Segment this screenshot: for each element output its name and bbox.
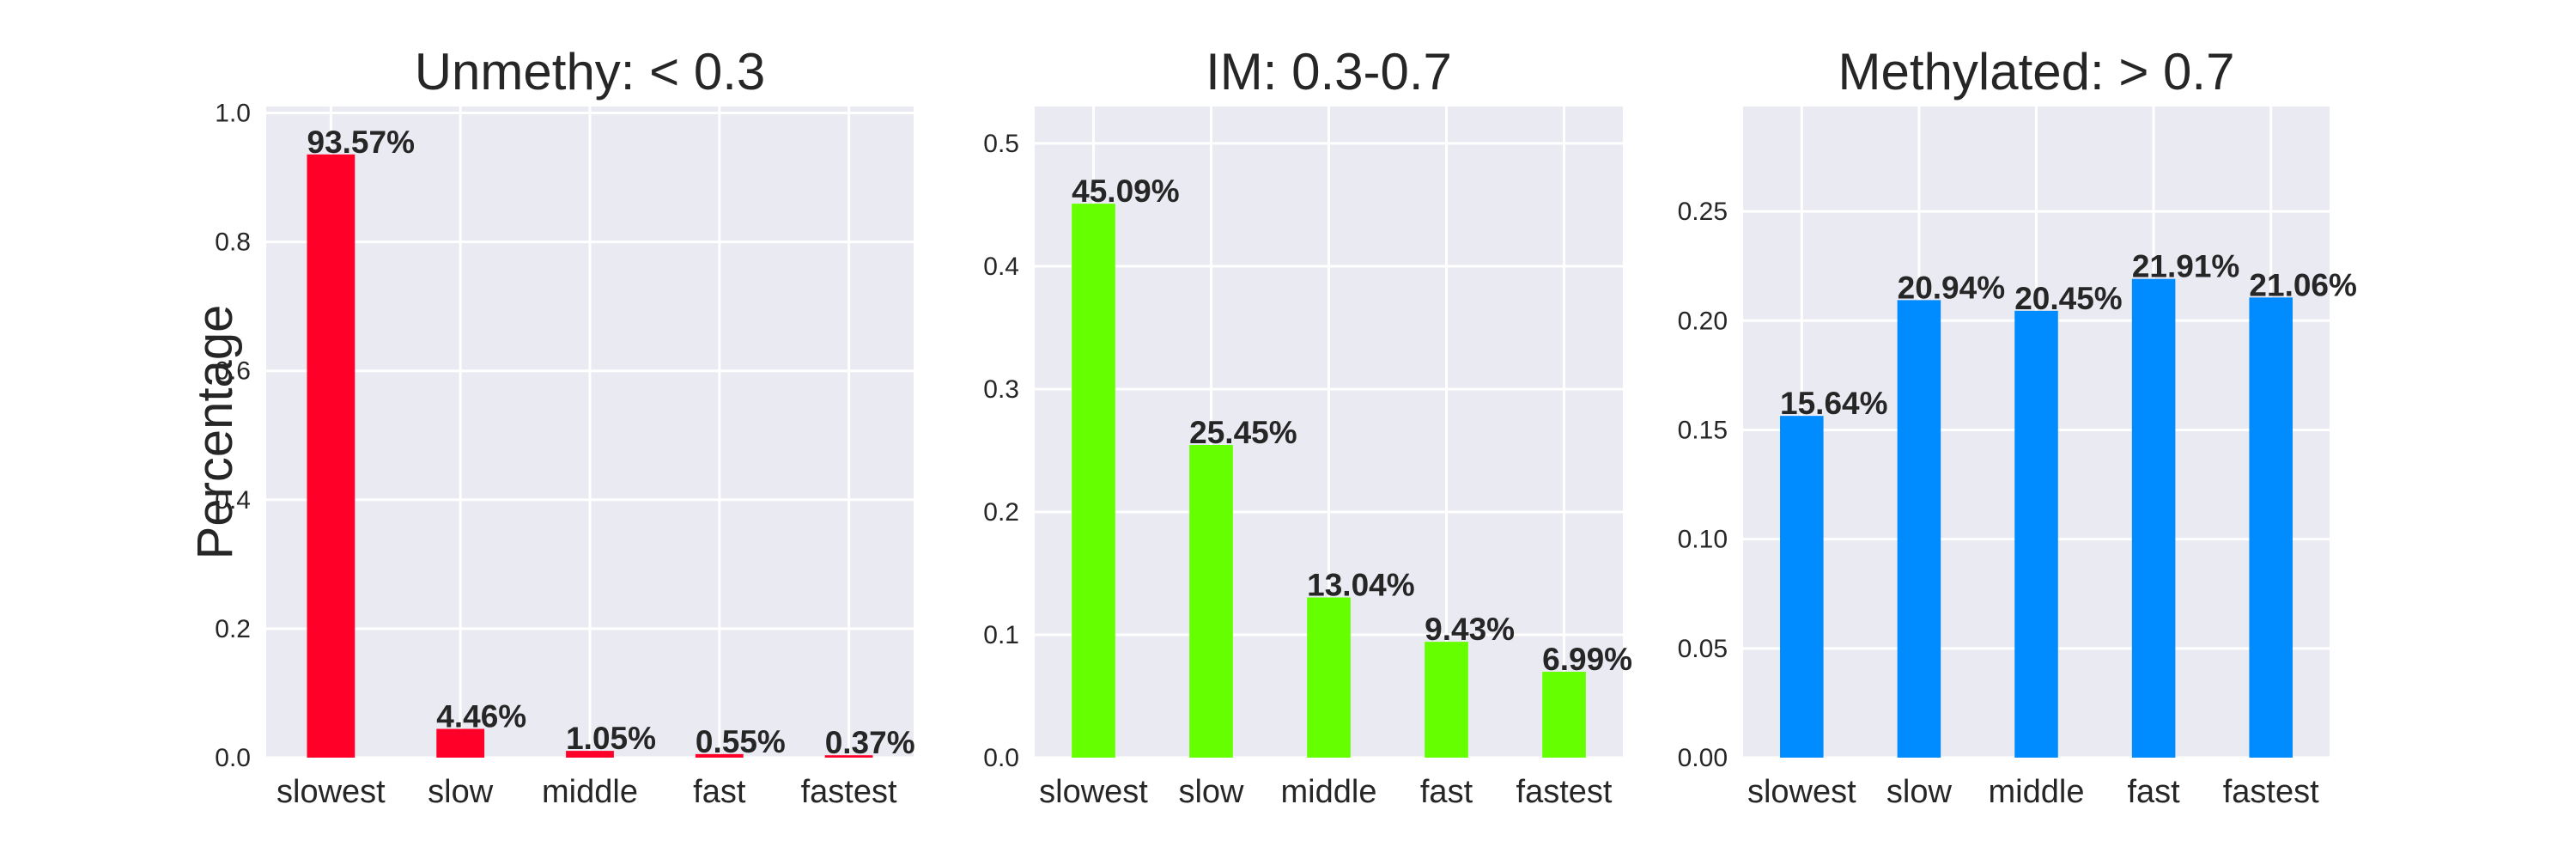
- bar-middle: [2014, 310, 2058, 758]
- x-tick-label: fast: [1420, 774, 1473, 810]
- y-tick-label: 0.1: [983, 621, 1019, 649]
- bar-slowest: [307, 154, 355, 758]
- y-tick-label: 1.0: [215, 100, 251, 128]
- y-tick-label: 0.6: [215, 357, 251, 386]
- data-label: 25.45%: [1189, 415, 1297, 450]
- x-tick-label: slowest: [276, 774, 386, 810]
- x-tick-label: middle: [1281, 774, 1377, 810]
- x-tick-label: slowest: [1039, 774, 1148, 810]
- x-tick-label: fast: [2127, 774, 2180, 810]
- data-label: 9.43%: [1425, 612, 1515, 647]
- chart-title: IM: 0.3-0.7: [1206, 43, 1452, 101]
- y-tick-label: 0.0: [983, 744, 1019, 772]
- x-tick-label: slowest: [1747, 774, 1856, 810]
- x-tick-label: slow: [1178, 774, 1244, 810]
- y-tick-label: 0.10: [1678, 526, 1728, 554]
- bar-middle: [1307, 597, 1351, 758]
- x-tick-label: fast: [693, 774, 746, 810]
- data-label: 6.99%: [1542, 642, 1632, 677]
- y-tick-label: 0.0: [215, 744, 251, 772]
- y-tick-label: 0.5: [983, 130, 1019, 158]
- data-label: 1.05%: [566, 721, 656, 756]
- data-label: 0.55%: [696, 724, 786, 759]
- bar-slowest: [1072, 204, 1115, 758]
- y-tick-label: 0.4: [983, 253, 1019, 281]
- data-label: 20.94%: [1898, 270, 2006, 305]
- data-label: 21.06%: [2249, 267, 2357, 302]
- x-tick-label: fastest: [2223, 774, 2319, 810]
- bar-fast: [1425, 642, 1468, 758]
- y-tick-label: 0.15: [1678, 416, 1728, 444]
- bar-fast: [2131, 278, 2176, 758]
- y-axis-title: Percentage: [187, 305, 243, 560]
- y-tick-label: 0.25: [1678, 198, 1728, 226]
- chart-panel-3: 0.00 0.05 0.10 0.15 0.20 0.25 slowest slow middl…: [1678, 43, 2357, 810]
- data-label: 45.09%: [1072, 174, 1180, 209]
- chart-panel-2: 0.0 0.1 0.2 0.3 0.4 0.5 slowest slow middle fast f…: [983, 43, 1632, 810]
- chart-title: Unmethy: < 0.3: [415, 43, 766, 101]
- data-label: 13.04%: [1307, 568, 1415, 603]
- y-tick-label: 0.8: [215, 228, 251, 257]
- x-tick-label: slow: [428, 774, 494, 810]
- bar-fastest: [1542, 672, 1586, 758]
- y-tick-label: 0.2: [215, 615, 251, 643]
- y-tick-label: 0.05: [1678, 635, 1728, 663]
- x-tick-label: fastest: [801, 774, 897, 810]
- data-label: 21.91%: [2132, 249, 2240, 284]
- bar-slow: [436, 728, 485, 758]
- y-tick-label: 0.4: [215, 486, 251, 515]
- bar-slow: [1897, 300, 1941, 758]
- data-label: 0.37%: [825, 725, 915, 760]
- chart-title: Methylated: > 0.7: [1838, 43, 2235, 101]
- bar-fastest: [2249, 297, 2293, 758]
- x-tick-label: middle: [542, 774, 638, 810]
- chart-panel-1: 0.0 0.2 0.4 0.6 0.8 1.0 slowest slow middle fast f…: [187, 43, 915, 810]
- data-label: 20.45%: [2014, 281, 2123, 316]
- data-label: 15.64%: [1780, 386, 1888, 421]
- bar-fast: [695, 753, 744, 758]
- bar-slowest: [1780, 416, 1824, 758]
- bar-slow: [1189, 445, 1233, 758]
- bar-fastest: [824, 755, 873, 758]
- x-tick-label: fastest: [1516, 774, 1613, 810]
- bar-middle: [566, 751, 614, 758]
- y-tick-label: 0.00: [1678, 744, 1728, 772]
- data-label: 93.57%: [307, 125, 416, 160]
- x-tick-label: slow: [1886, 774, 1953, 810]
- x-tick-label: middle: [1989, 774, 2085, 810]
- y-tick-label: 0.3: [983, 375, 1019, 404]
- y-tick-label: 0.2: [983, 498, 1019, 527]
- data-label: 4.46%: [436, 699, 526, 734]
- y-tick-label: 0.20: [1678, 307, 1728, 335]
